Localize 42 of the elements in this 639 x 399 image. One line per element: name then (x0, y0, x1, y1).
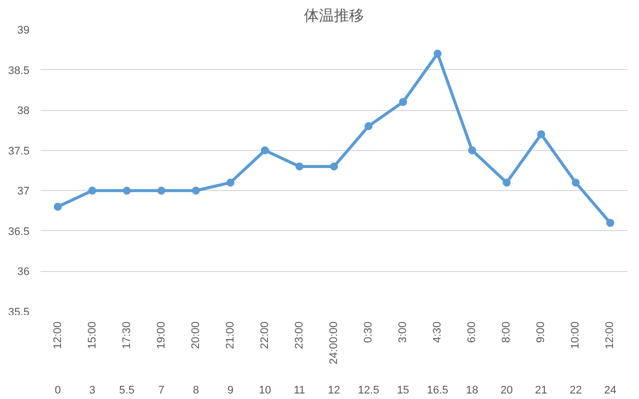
y-tick-label: 36.5 (8, 226, 30, 238)
y-tick-label: 37.5 (8, 145, 30, 158)
chart-title: 体温推移 (304, 8, 364, 24)
category-label: 22:00 10 (258, 321, 272, 396)
point (502, 178, 511, 187)
y-tick-label: 36 (17, 266, 30, 278)
point (537, 130, 546, 138)
category-label: 12:00 0 (52, 321, 64, 396)
y-tick-label: 37 (17, 186, 30, 198)
category-label: 0:30 12.5 (358, 321, 380, 396)
category-label: 19:00 7 (155, 321, 168, 396)
point (260, 146, 269, 154)
y-tick-label: 39 (17, 24, 30, 36)
category-label: 24:00:00 12 (328, 321, 340, 396)
point (88, 186, 96, 195)
category-label: 6:00 18 (466, 321, 478, 396)
y-tick-label: 38.5 (8, 64, 30, 77)
point (192, 186, 200, 195)
category-label: 3:00 15 (396, 321, 410, 396)
category-label: 23:00 11 (293, 321, 306, 396)
category-label: 20:00 8 (190, 321, 202, 396)
point (226, 178, 234, 187)
point (157, 186, 166, 195)
point (364, 122, 373, 130)
point (54, 202, 62, 211)
point (434, 50, 442, 58)
point (399, 98, 408, 106)
category-label: 10:00 22 (570, 321, 582, 396)
point (606, 218, 614, 227)
category-label: 8:00 20 (500, 321, 513, 396)
point (122, 186, 131, 195)
category-label: 21:00 9 (224, 321, 236, 396)
point (295, 162, 304, 170)
category-label: 9:00 21 (535, 321, 548, 396)
category-label: 12:00 24 (604, 321, 616, 396)
y-tick-label: 38 (17, 105, 30, 118)
point (572, 178, 580, 187)
category-label: 15:00 3 (86, 321, 98, 396)
point (468, 146, 476, 154)
point (330, 162, 338, 170)
category-label: 4:30 16.5 (426, 321, 448, 396)
category-label: 17:30 5.5 (119, 321, 134, 396)
